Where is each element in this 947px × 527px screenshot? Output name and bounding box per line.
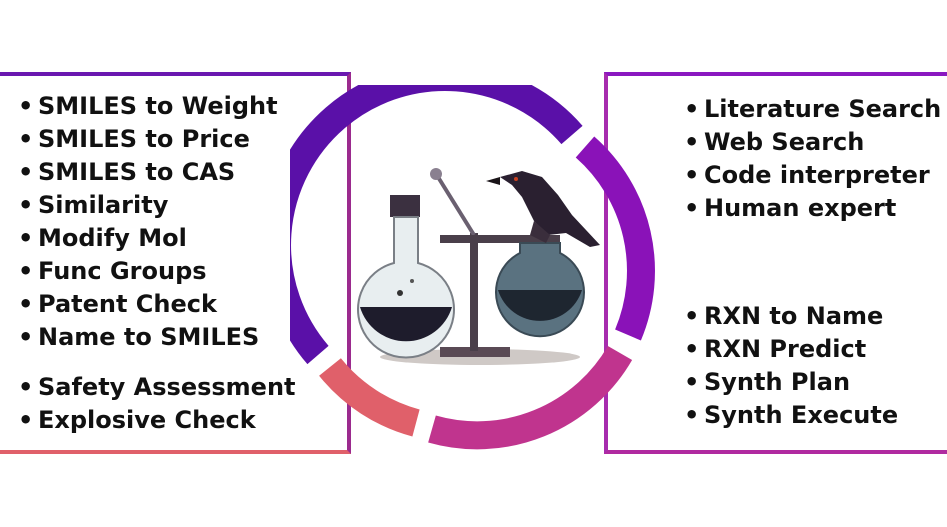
tool-item: Web Search <box>684 126 941 159</box>
ring-segment-bottom <box>428 345 633 450</box>
tool-item: Explosive Check <box>18 404 296 437</box>
tool-item: SMILES to Weight <box>18 90 278 123</box>
tool-list-general: Literature Search Web Search Code interp… <box>684 93 941 225</box>
ring-segment-top <box>290 85 583 365</box>
tool-item: Modify Mol <box>18 222 278 255</box>
tool-list-reaction: RXN to Name RXN Predict Synth Plan Synth… <box>684 300 898 432</box>
tool-item: RXN Predict <box>684 333 898 366</box>
tool-item: Name to SMILES <box>18 321 278 354</box>
tool-item: RXN to Name <box>684 300 898 333</box>
ring-segment-left <box>319 357 420 437</box>
tool-item: Func Groups <box>18 255 278 288</box>
tool-list-molecule: SMILES to Weight SMILES to Price SMILES … <box>18 90 278 354</box>
tool-item: Literature Search <box>684 93 941 126</box>
right-tools-panel <box>604 72 947 454</box>
tool-list-safety: Safety Assessment Explosive Check <box>18 371 296 437</box>
tool-item: Patent Check <box>18 288 278 321</box>
tool-item: SMILES to CAS <box>18 156 278 189</box>
center-ring <box>290 85 655 450</box>
tool-item: Code interpreter <box>684 159 941 192</box>
flask-stand-icon <box>357 168 585 365</box>
tool-item: Synth Plan <box>684 366 898 399</box>
ring-segment-right <box>575 136 655 341</box>
crow-icon <box>486 171 600 247</box>
tool-item: Safety Assessment <box>18 371 296 404</box>
left-tools-panel <box>0 72 351 454</box>
tool-item: Human expert <box>684 192 941 225</box>
tool-item: Similarity <box>18 189 278 222</box>
tool-item: SMILES to Price <box>18 123 278 156</box>
tool-item: Synth Execute <box>684 399 898 432</box>
